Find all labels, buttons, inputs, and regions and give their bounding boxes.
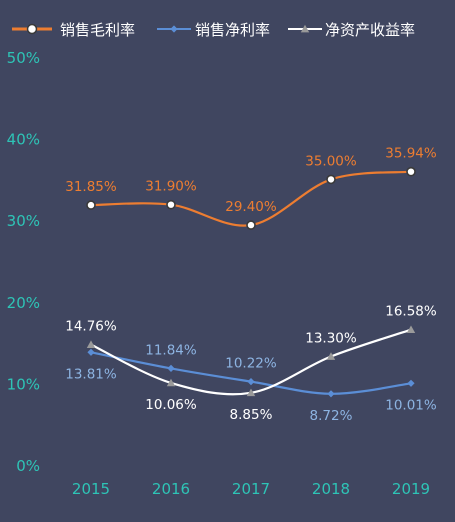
series-2: 13.81% 11.84% 10.22% 8.72% 10.01% (65, 342, 437, 423)
series-1-data-label: 29.40% (225, 199, 277, 215)
series-1-point (326, 174, 336, 185)
y-axis: 0% 10% 20% 30% 40% 50% (7, 49, 40, 475)
series-3-data-label: 13.30% (305, 331, 357, 347)
legend-item: 净资产收益率 (288, 21, 415, 39)
legend-label: 销售毛利率 (60, 21, 135, 39)
y-tick-label: 10% (7, 375, 40, 393)
legend-label: 销售净利率 (195, 21, 270, 39)
x-tick-label: 2016 (152, 480, 190, 498)
legend: 销售毛利率 销售净利率 净资产收益率 (12, 21, 415, 39)
series-3-point (406, 325, 416, 334)
x-tick-label: 2018 (312, 480, 350, 498)
series-3-data-label: 16.58% (385, 304, 437, 320)
legend-item: 销售毛利率 (12, 21, 135, 39)
series-3: 14.76% 10.06% 8.85% 13.30% 16.58% (65, 304, 437, 423)
series-2-data-label: 10.01% (385, 397, 437, 413)
series-1: 31.85% 31.90% 29.40% 35.00% 35.94% (65, 146, 437, 230)
x-axis: 2015 2016 2017 2018 2019 (72, 480, 430, 498)
legend-label: 净资产收益率 (325, 21, 415, 39)
series-1-data-label: 35.94% (385, 146, 437, 162)
series-2-point (87, 348, 95, 356)
series-2-point (167, 364, 175, 372)
series-2-point (407, 379, 415, 387)
y-tick-label: 20% (7, 294, 40, 312)
series-1-point (166, 199, 176, 210)
series-2-point (327, 390, 335, 398)
series-2-data-label: 10.22% (225, 356, 277, 372)
y-tick-label: 50% (7, 49, 40, 67)
series-3-point (326, 352, 336, 360)
series-layer: 31.85% 31.90% 29.40% 35.00% 35.94% 13.81% 11.8… (65, 146, 437, 424)
series-2-data-label: 8.72% (310, 408, 353, 424)
series-3-point (86, 340, 96, 348)
x-tick-label: 2015 (72, 480, 110, 498)
series-1-point (246, 220, 256, 230)
series-3-data-label: 8.85% (230, 407, 273, 423)
series-1-point (406, 166, 416, 177)
y-tick-label: 30% (7, 212, 40, 230)
series-2-data-label: 11.84% (145, 342, 197, 358)
y-tick-label: 0% (16, 457, 40, 475)
series-2-point (247, 378, 255, 386)
series-1-point (86, 200, 96, 210)
legend-item: 销售净利率 (157, 21, 270, 39)
legend-marker (26, 23, 38, 35)
series-3-data-label: 14.76% (65, 319, 117, 335)
series-3-point (166, 378, 176, 387)
series-3-point (246, 388, 256, 397)
series-1-data-label: 31.85% (65, 179, 117, 195)
series-1-data-label: 35.00% (305, 153, 357, 169)
series-2-data-label: 13.81% (65, 366, 117, 382)
legend-marker (300, 24, 310, 33)
x-tick-label: 2019 (392, 480, 430, 498)
series-1-data-label: 31.90% (145, 179, 197, 195)
legend-marker (170, 25, 178, 33)
series-3-data-label: 10.06% (145, 397, 197, 413)
x-tick-label: 2017 (232, 480, 270, 498)
y-tick-label: 40% (7, 131, 40, 149)
